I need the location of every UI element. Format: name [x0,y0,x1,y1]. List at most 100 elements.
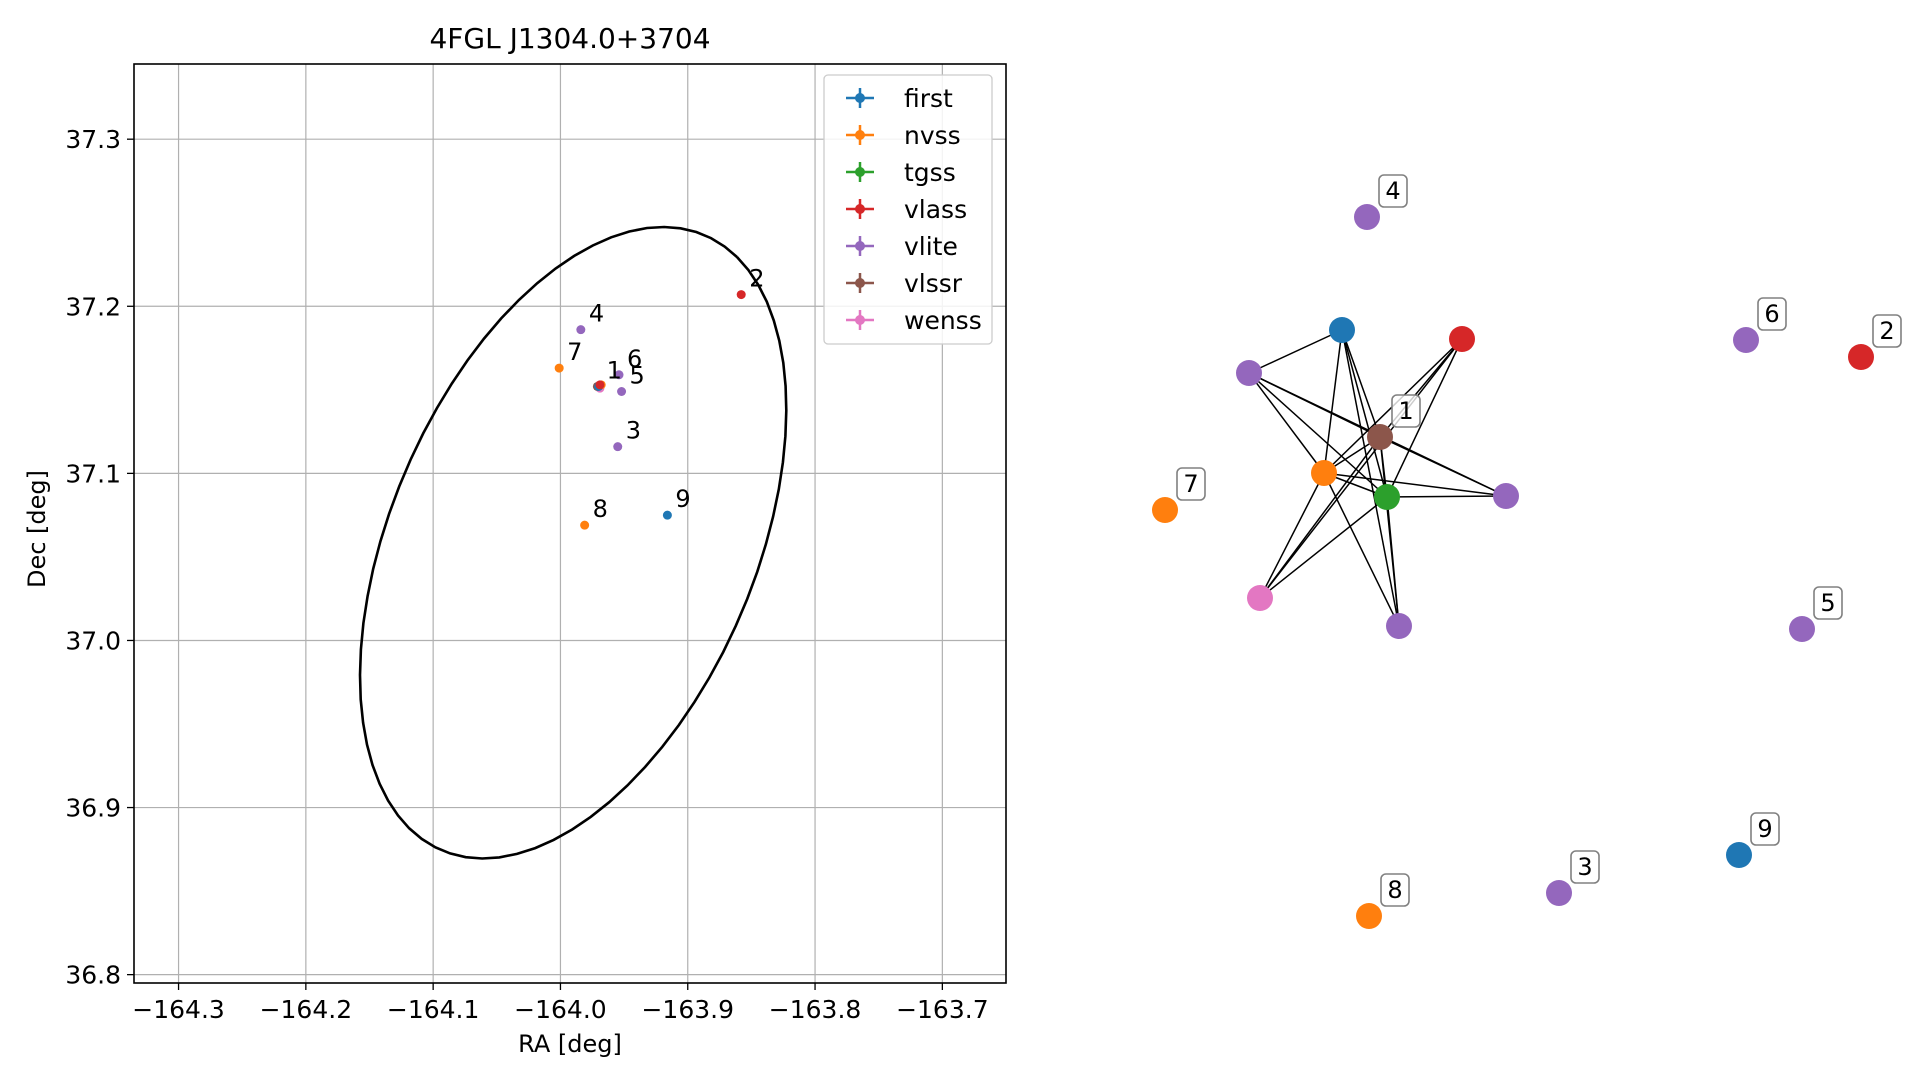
source-point-vlite [576,325,586,335]
source-point-vlass [736,290,746,300]
network-node-vlite [1546,880,1572,906]
x-tick-label: −163.8 [769,995,862,1024]
network-edge [1259,436,1381,599]
node-label: 3 [1577,853,1592,881]
source-point-vlite [617,386,627,396]
network-edge [1323,329,1343,474]
network-node-nvss [1356,903,1382,929]
crossmatch-network: 1 4 6 2 7 5 9 3 8 [1152,174,1902,929]
network-node-first [1726,842,1752,868]
point-label: 7 [567,338,582,366]
legend-marker-dot [855,315,865,325]
node-label-box [1391,394,1421,428]
node-label-box [1378,174,1408,208]
chart-title: 4FGL J1304.0+3704 [429,22,710,55]
network-nodes [1152,204,1874,929]
y-tick-label: 36.8 [65,961,121,990]
error-ellipse [358,225,788,860]
node-label-box [1872,314,1902,348]
sky-scatter-plot: 1 2 3 4 56 7 8 9 −164.3 −164.2 −164.1 −164.0 −163.9… [23,22,1007,1058]
network-node-vlite [1236,360,1262,386]
point-label: 4 [589,300,604,328]
localization-ellipse [358,225,788,860]
y-axis-ticks: 36.8 36.9 37.0 37.1 37.2 37.3 [65,125,134,990]
legend-entry-nvss: nvss [904,121,961,150]
node-label: 5 [1820,589,1835,617]
network-edge [1341,329,1381,438]
node-label-box [1380,873,1410,907]
network-edge [1323,472,1507,497]
node-label: 1 [1398,397,1413,425]
network-edge [1379,436,1507,497]
source-point-first [662,510,672,520]
y-tick-label: 37.0 [65,626,121,655]
legend-entry-vlssr: vlssr [904,269,963,298]
node-label: 4 [1385,177,1400,205]
legend-marker-dot [855,167,865,177]
y-tick-label: 36.9 [65,794,121,823]
legend-entry-tgss: tgss [904,158,956,187]
y-tick-label: 37.3 [65,125,121,154]
legend-entry-wenss: wenss [904,306,982,335]
legend-marker-dot [855,130,865,140]
network-node-labels: 1 4 6 2 7 5 9 3 8 [1176,174,1902,907]
point-label: 1 [607,356,622,384]
network-node-vlite [1386,613,1412,639]
network-edge [1341,329,1400,627]
network-node-tgss [1374,484,1400,510]
network-edge [1248,372,1388,498]
x-tick-label: −163.9 [641,995,734,1024]
y-tick-label: 37.1 [65,459,121,488]
network-node-vlssr [1367,424,1393,450]
network-node-nvss [1152,497,1178,523]
x-tick-label: −164.3 [132,995,225,1024]
network-node-first [1329,317,1355,343]
legend-box [823,74,993,345]
network-edge [1248,372,1325,474]
network-node-wenss [1247,585,1273,611]
network-edge [1386,338,1463,498]
source-point-vlite [613,442,623,452]
x-tick-label: −164.1 [387,995,480,1024]
network-edges [1248,329,1507,627]
x-tick-label: −164.0 [514,995,607,1024]
legend-entry-first: first [904,84,953,113]
network-node-vlass [1449,326,1475,352]
y-axis-label: Dec [deg] [23,470,51,588]
legend-marker-dot [855,204,865,214]
network-edge [1259,472,1325,599]
node-label: 8 [1387,876,1402,904]
source-points [554,290,746,530]
node-label-box [1176,467,1206,501]
network-node-nvss [1311,460,1337,486]
point-label: 9 [675,485,690,513]
x-axis-ticks: −164.3 −164.2 −164.1 −164.0 −163.9 −163.8 −163… [132,983,989,1024]
node-label: 7 [1183,470,1198,498]
source-point-vlass [595,380,605,390]
network-edge [1323,472,1400,627]
x-tick-label: −163.7 [896,995,989,1024]
point-label: 2 [749,265,764,293]
network-node-vlass [1848,344,1874,370]
y-tick-label: 37.2 [65,292,121,321]
source-point-vlite [614,370,624,380]
network-node-vlite [1733,327,1759,353]
network-edge [1248,329,1343,374]
legend-marker-dot [855,93,865,103]
legend-entry-vlite: vlite [904,232,958,261]
node-label: 9 [1757,815,1772,843]
legend-marker-dot [855,241,865,251]
network-edge [1259,496,1388,599]
point-label: 5 [630,361,645,389]
node-label: 2 [1879,317,1894,345]
legend-entry-vlass: vlass [904,195,967,224]
axes-frame [133,63,1007,984]
network-node-vlite [1354,204,1380,230]
point-label: 6 [627,345,642,373]
source-point-nvss [554,363,564,373]
node-label-box [1750,812,1780,846]
node-label-box [1813,586,1843,620]
network-node-vlite [1789,616,1815,642]
legend-marker-dot [855,278,865,288]
